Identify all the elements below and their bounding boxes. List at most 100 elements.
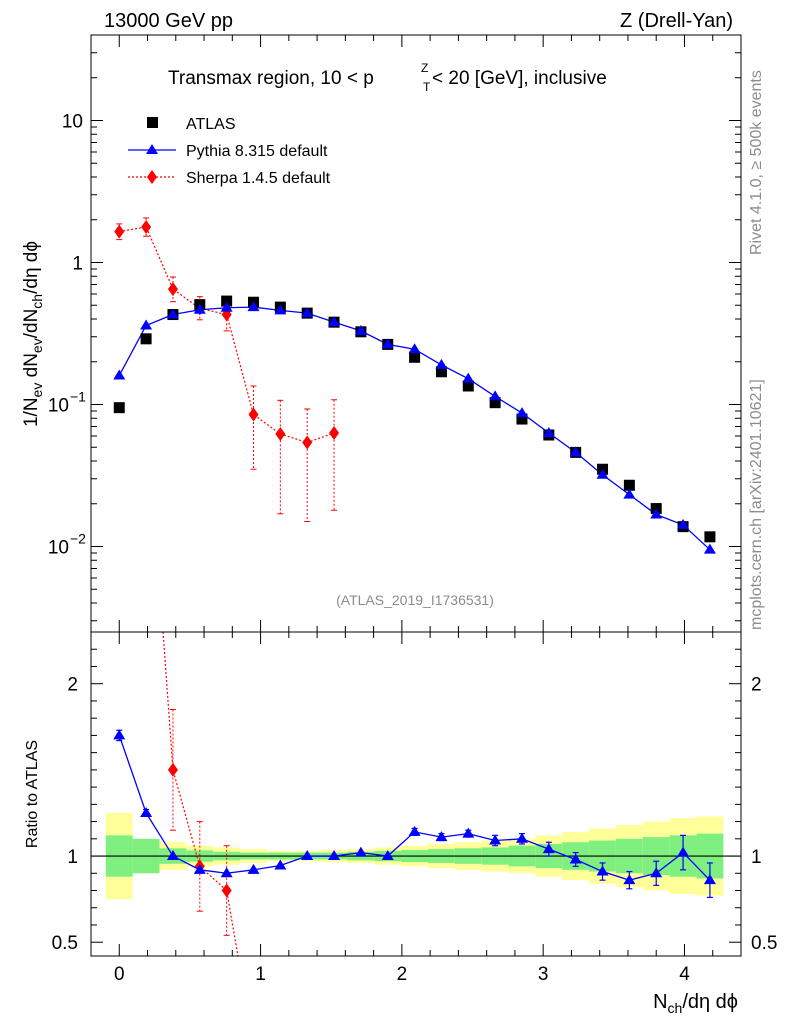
pythia-point	[623, 488, 636, 499]
y-tick-exponent: −2	[70, 531, 86, 547]
legend-atlas-label: ATLAS	[186, 116, 236, 133]
ratio-y-tick-label: 0.5	[52, 933, 78, 954]
atlas-point	[704, 531, 716, 543]
pythia-ratio-point	[623, 874, 636, 885]
pythia-point	[247, 301, 260, 312]
atlas-point	[113, 402, 125, 414]
pythia-ratio-point	[650, 867, 663, 878]
ratio-y-tick-label: 2	[67, 675, 78, 696]
legend-sherpa-marker	[147, 170, 157, 184]
pythia-ratio-point	[140, 806, 153, 817]
rivet-label: Rivet 4.1.0, ≥ 500k events	[748, 70, 765, 255]
mcplots-label: mcplots.cern.ch [arXiv:2401.10621]	[748, 379, 765, 630]
pythia-ratio-point	[569, 853, 582, 864]
pythia-point	[542, 426, 555, 437]
legend: ATLAS Pythia 8.315 default Sherpa 1.4.5 …	[128, 116, 331, 187]
pythia-ratio-point	[542, 843, 555, 854]
atlas-point	[409, 351, 421, 363]
y-tick-label: 10	[48, 396, 69, 417]
y-axis-label: 1/Nev dNev/dNch/dη dϕ	[21, 241, 45, 427]
main-title-post: < 20 [GeV], inclusive	[432, 68, 607, 89]
pythia-ratio-point	[113, 729, 126, 740]
x-tick-label: 2	[397, 964, 408, 985]
atlas-point	[489, 397, 501, 409]
main-title-sup: Z	[421, 61, 428, 75]
header-left: 13000 GeV pp	[104, 10, 233, 32]
y-tick-label: 10	[62, 111, 83, 132]
legend-pythia-label: Pythia 8.315 default	[186, 143, 328, 160]
pythia-point	[703, 543, 716, 554]
pythia-point	[489, 390, 502, 401]
pythia-point	[569, 446, 582, 457]
atlas-point	[623, 479, 635, 491]
sherpa-ratio-point	[221, 883, 232, 898]
pythia-ratio-point	[220, 867, 233, 878]
atlas-point	[221, 295, 233, 307]
atlas-point	[516, 413, 528, 425]
pythia-point	[435, 358, 448, 369]
ratio-frame	[90, 631, 742, 957]
atlas-point	[462, 380, 474, 392]
sherpa-point	[167, 282, 178, 297]
ratio-y-tick-label-right: 1	[751, 847, 762, 868]
sherpa-ratio-point	[167, 762, 178, 777]
ratio-y-tick-label: 1	[67, 847, 78, 868]
legend-sherpa-label: Sherpa 1.4.5 default	[186, 170, 331, 187]
pythia-point	[220, 301, 233, 312]
pythia-point	[274, 304, 287, 315]
pythia-point	[354, 324, 367, 335]
pythia-ratio-point	[435, 831, 448, 842]
sherpa-point	[275, 426, 286, 441]
pythia-point	[140, 319, 153, 330]
pythia-point	[408, 343, 421, 354]
pythia-ratio-point	[247, 863, 260, 874]
ratio-panel: 0 1 2 3 4 2 2 1 1 0.5 0.5 Ratio to ATLAS	[24, 631, 777, 985]
svg-text:1/Nev dNev/dNch/dη dϕ: 1/Nev dNev/dNch/dη dϕ	[21, 241, 45, 427]
sherpa-line	[119, 226, 335, 444]
sherpa-point	[329, 425, 340, 440]
pythia-point	[650, 508, 663, 519]
pythia-ratio-point	[381, 850, 394, 861]
pythia-point	[113, 369, 126, 380]
pythia-point	[166, 308, 179, 319]
y-tick-label: 10	[48, 538, 69, 559]
svg-text:Nch/dη dϕ: Nch/dη dϕ	[653, 991, 738, 1016]
y-tick-label: 1	[72, 253, 83, 274]
pythia-point	[677, 518, 690, 529]
sherpa-ratio-line	[162, 631, 239, 957]
sherpa-point	[248, 407, 259, 422]
sherpa-point	[302, 435, 313, 450]
pythia-ratio-point	[328, 850, 341, 861]
pythia-point	[301, 307, 314, 318]
pythia-point	[328, 316, 341, 327]
header-right: Z (Drell-Yan)	[620, 10, 733, 32]
pythia-ratio-point	[193, 863, 206, 874]
pythia-point	[193, 303, 206, 314]
pythia-ratio-point	[274, 859, 287, 870]
x-tick-label: 3	[538, 964, 549, 985]
pythia-ratio-point	[596, 865, 609, 876]
x-tick-label: 1	[255, 964, 266, 985]
sherpa-point	[114, 224, 125, 239]
sherpa-point	[141, 219, 152, 234]
legend-pythia-marker	[146, 144, 158, 154]
x-axis-label: Nch/dη dϕ	[653, 991, 738, 1016]
atlas-point	[140, 333, 152, 345]
main-title: Transmax region, 10 < p	[168, 68, 374, 89]
pythia-ratio-point	[166, 850, 179, 861]
ratio-y-tick-label-right: 0.5	[751, 933, 777, 954]
ratio-y-tick-label-right: 2	[751, 675, 762, 696]
pythia-point	[462, 372, 475, 383]
pythia-ratio-point	[677, 846, 690, 857]
x-tick-label: 4	[679, 964, 690, 985]
legend-atlas-marker	[147, 117, 158, 128]
x-tick-label: 0	[114, 964, 125, 985]
atlas-point	[435, 366, 447, 378]
pythia-ratio-point	[301, 850, 314, 861]
pythia-ratio-point	[489, 834, 502, 845]
pythia-point	[515, 407, 528, 418]
pythia-ratio-point	[354, 846, 367, 857]
pythia-ratio-point	[408, 825, 421, 836]
pythia-ratio-point	[515, 832, 528, 843]
